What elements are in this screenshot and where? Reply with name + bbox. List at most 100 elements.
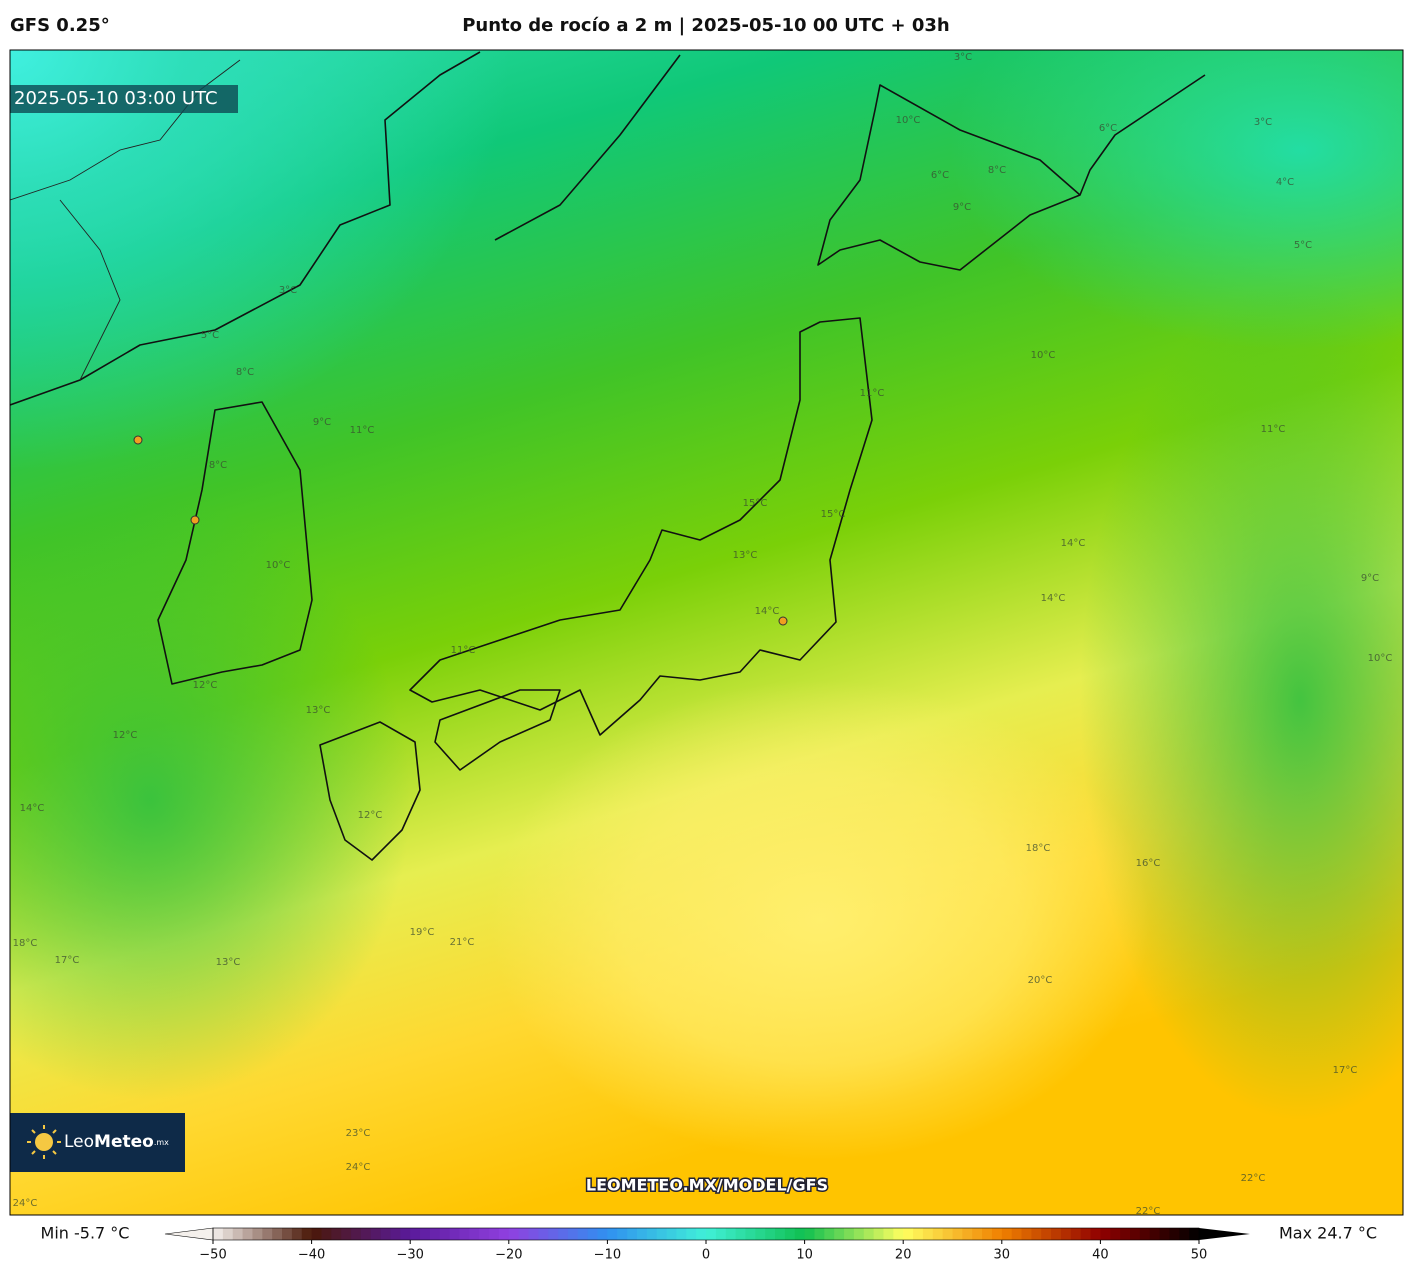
contour-label: 14°C: [1061, 538, 1086, 549]
contour-label: 18°C: [13, 938, 38, 949]
contour-label: 19°C: [410, 927, 435, 938]
field-south: [490, 680, 1150, 1160]
colorbar-tick-label: 50: [1191, 1248, 1208, 1263]
colorbar-segment: [331, 1228, 342, 1240]
contour-label: 3°C: [279, 285, 297, 296]
contour-label: 11°C: [451, 645, 476, 656]
colorbar-segment: [1189, 1228, 1200, 1240]
colorbar-segment: [597, 1228, 608, 1240]
colorbar-extend-high: [1199, 1228, 1250, 1240]
colorbar-segment: [765, 1228, 776, 1240]
colorbar-segment: [844, 1228, 855, 1240]
logo-name-bold: Meteo: [94, 1132, 154, 1152]
colorbar-segment: [1159, 1228, 1170, 1240]
logo-text: LeoMeteo.mx: [64, 1132, 169, 1152]
colorbar-segment: [518, 1228, 530, 1240]
colorbar-tick-label: −30: [396, 1248, 423, 1263]
colorbar-segment: [498, 1228, 510, 1240]
map: 3°C 5°C 8°C 9°C 11°C 8°C 10°C 12°C 12°C 14°C 13°C 1…: [10, 50, 1403, 1215]
field-cold: [10, 50, 510, 470]
colorbar-segment: [755, 1228, 766, 1240]
colorbar-segment: [715, 1228, 727, 1240]
colorbar-segment: [1149, 1228, 1161, 1240]
colorbar-tick-label: 10: [796, 1248, 813, 1263]
colorbar-segment: [252, 1228, 263, 1240]
colorbar-segment: [459, 1228, 470, 1240]
contour-label: 12°C: [113, 730, 138, 741]
colorbar-segment: [942, 1228, 953, 1240]
colorbar-tick-label: 20: [895, 1248, 912, 1263]
colorbar-segment: [351, 1228, 362, 1240]
colorbar-segment: [735, 1228, 746, 1240]
colorbar-segment: [676, 1228, 687, 1240]
colorbar-segment: [439, 1228, 451, 1240]
contour-label: 17°C: [1333, 1065, 1358, 1076]
contour-label: 24°C: [346, 1162, 371, 1173]
colorbar-segment: [272, 1228, 283, 1240]
colorbar-segment: [972, 1228, 983, 1240]
colorbar-segment: [863, 1228, 875, 1240]
colorbar-segment: [666, 1228, 677, 1240]
contour-label: 9°C: [1361, 573, 1379, 584]
contour-label: 6°C: [931, 170, 949, 181]
colorbar-segment: [636, 1228, 648, 1240]
colorbar-segment: [222, 1228, 234, 1240]
contour-label: 14°C: [755, 606, 780, 617]
contour-label: 10°C: [1368, 653, 1393, 664]
colorbar-segment: [213, 1228, 224, 1240]
colorbar-segment: [706, 1228, 717, 1240]
watermark: LEOMETEO.MX/MODEL/GFS: [586, 1176, 828, 1195]
colorbar-segment: [587, 1228, 599, 1240]
map-frame: [9, 49, 1404, 1216]
colorbar-tick-label: −20: [495, 1248, 522, 1263]
contour-label: 8°C: [988, 165, 1006, 176]
logo-sun: [35, 1133, 53, 1151]
colorbar-segment: [725, 1228, 737, 1240]
colorbar-segment: [607, 1228, 618, 1240]
colorbar-segment: [360, 1228, 372, 1240]
colorbar-segment: [567, 1228, 579, 1240]
colorbar-segment: [400, 1228, 411, 1240]
colorbar-tick-label: 0: [702, 1248, 710, 1263]
colorbar-segment: [449, 1228, 460, 1240]
colorbar-segment: [646, 1228, 658, 1240]
contour-label: 3°C: [954, 52, 972, 63]
contour-label: 11°C: [1261, 424, 1286, 435]
colorbar-segment: [508, 1228, 520, 1240]
colorbar-segment: [479, 1228, 490, 1240]
colorbar-segment: [311, 1228, 322, 1240]
timestamp-box: [10, 85, 238, 113]
colorbar-segment: [429, 1228, 441, 1240]
contour-label: 15°C: [821, 509, 846, 520]
korea: [157, 401, 313, 685]
contour-label: 21°C: [450, 937, 475, 948]
colorbar-segment: [390, 1228, 401, 1240]
colorbar-segment: [1011, 1228, 1023, 1240]
colorbar-extend-low: [164, 1227, 214, 1241]
colorbar-segment: [775, 1228, 786, 1240]
colorbar-segment: [1021, 1228, 1032, 1240]
field-west: [10, 500, 410, 1100]
contour-label: 5°C: [201, 330, 219, 341]
contour-label: 16°C: [1136, 858, 1161, 869]
coast-asia: [10, 51, 481, 406]
colorbar: −50 −40 −30 −20 −10 0 10 20 30 40 50: [164, 1227, 1250, 1263]
colorbar-segment: [321, 1228, 332, 1240]
colorbar-segment: [794, 1228, 806, 1240]
colorbar-segment: [1060, 1228, 1072, 1240]
min-label: Min -5.7 °C: [41, 1224, 130, 1243]
contour-label: 12°C: [193, 680, 218, 691]
model-name: GFS 0.25°: [10, 15, 110, 36]
colorbar-segment: [834, 1228, 845, 1240]
contour-label: 14°C: [1041, 593, 1066, 604]
colorbar-segment: [1001, 1228, 1013, 1240]
colorbar-segment: [627, 1228, 638, 1240]
contour-label: 24°C: [13, 1198, 38, 1209]
kyushu: [319, 721, 421, 861]
colorbar-tick-label: 40: [1092, 1248, 1109, 1263]
colorbar-segment: [893, 1228, 904, 1240]
colorbar-segment: [686, 1228, 697, 1240]
shikoku: [434, 689, 561, 771]
contour-label: 14°C: [20, 803, 45, 814]
